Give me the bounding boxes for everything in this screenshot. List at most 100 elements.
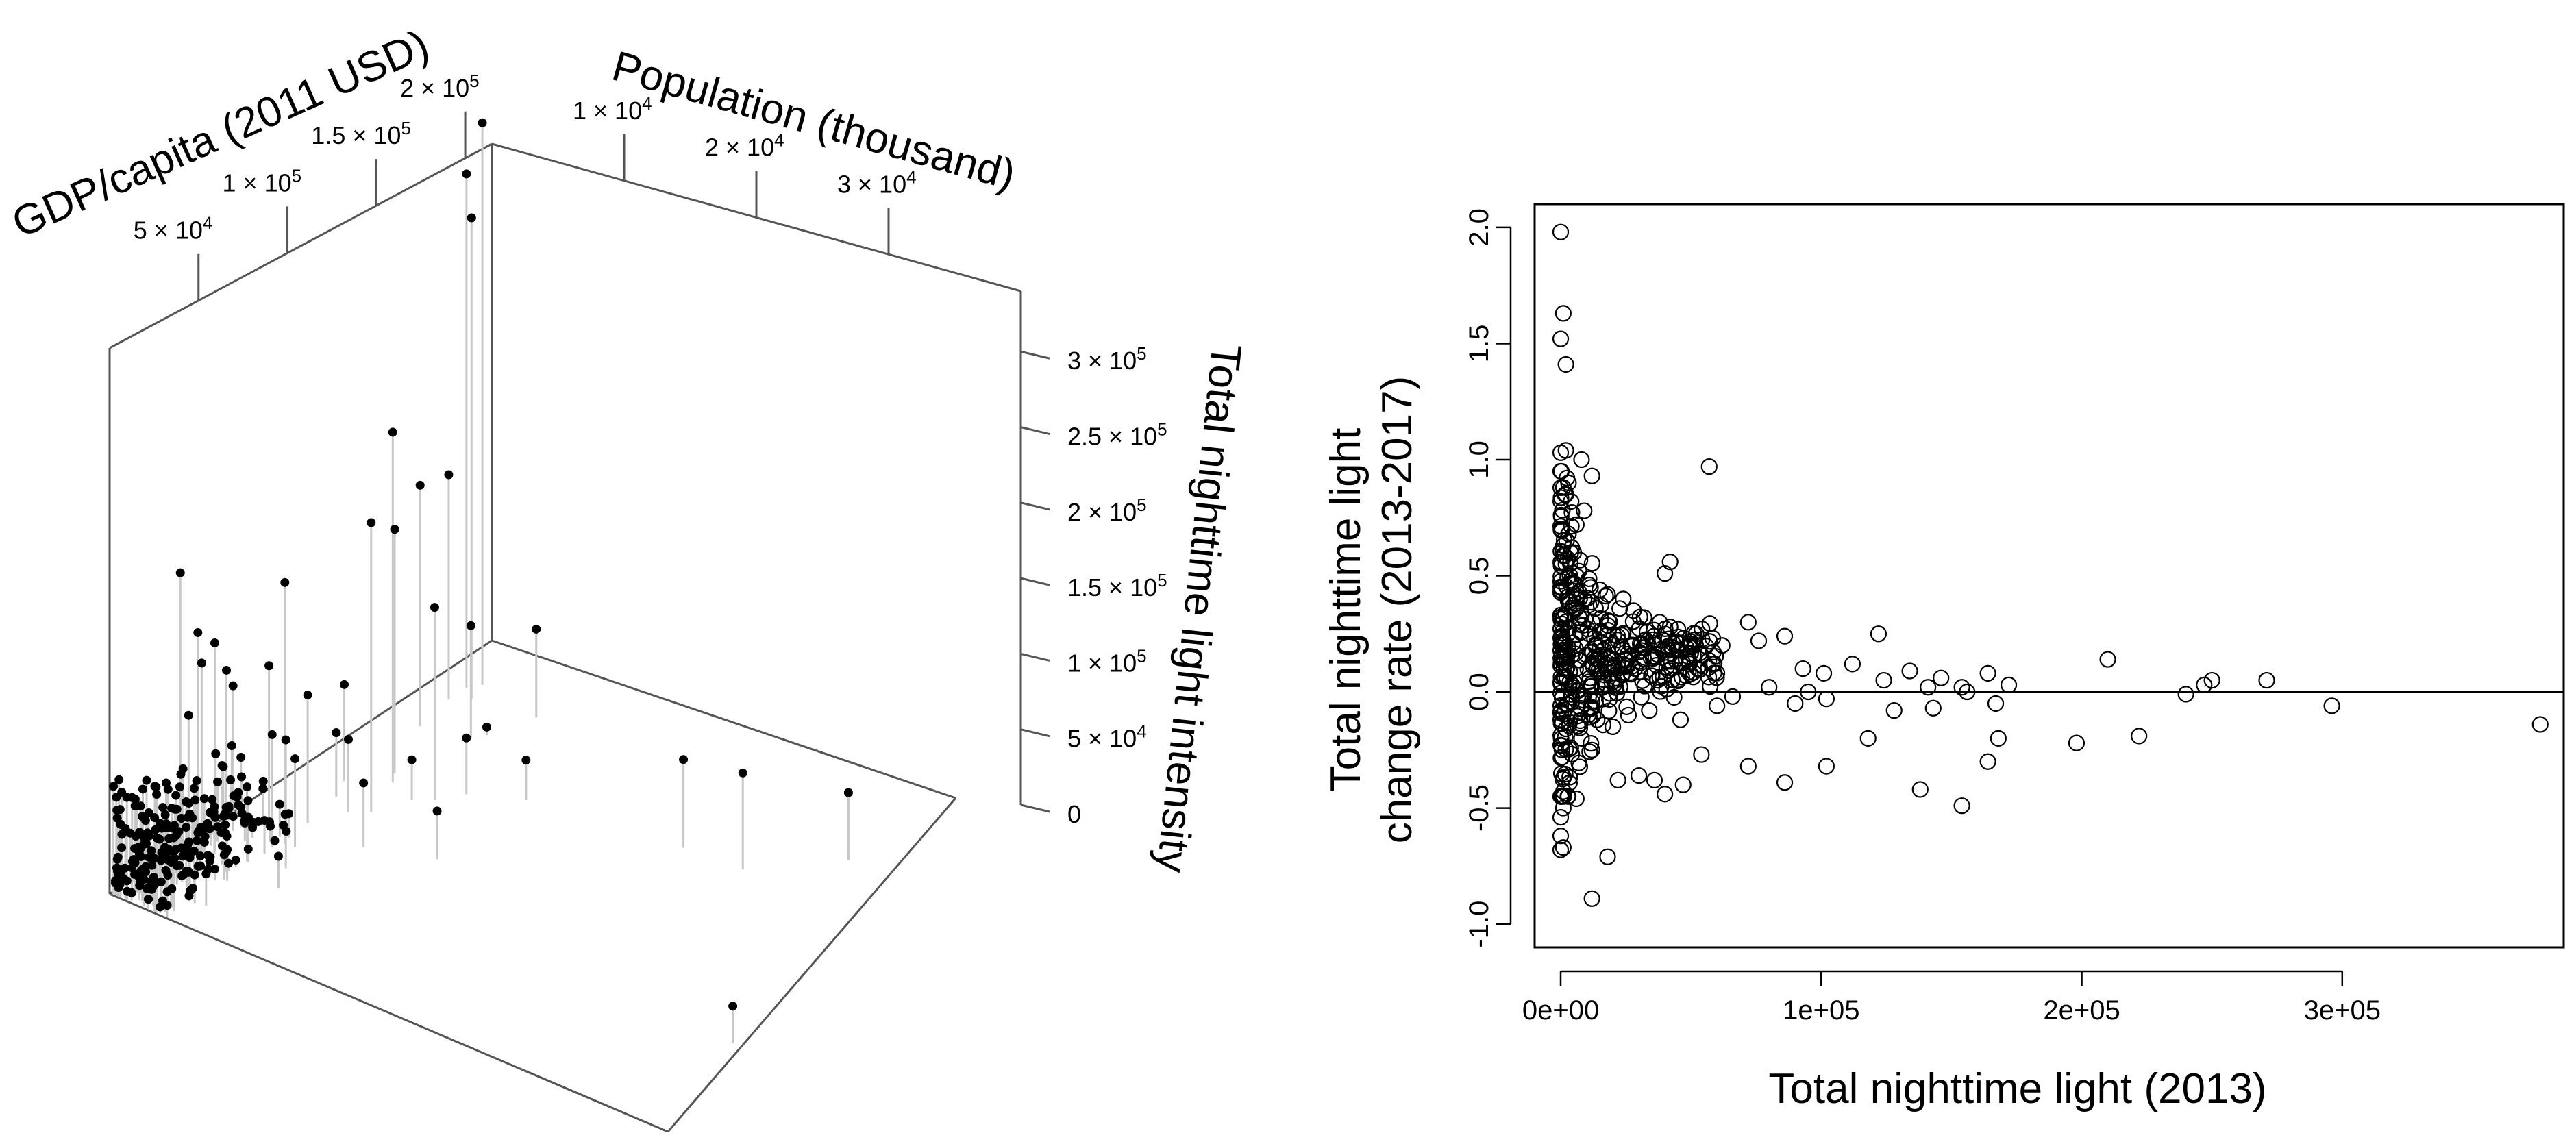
point-3d (407, 755, 417, 764)
point-3d (185, 853, 195, 862)
point-3d (123, 886, 132, 896)
point-2d (1665, 688, 1683, 706)
point-2d (1661, 554, 1679, 571)
point-3d (147, 860, 157, 870)
point-2d (2203, 671, 2220, 689)
point-3d (169, 821, 179, 830)
point-3d (264, 817, 274, 827)
point-3d (163, 871, 173, 880)
point-2d (1655, 668, 1672, 685)
point-3d (193, 861, 203, 871)
point-2d (1859, 730, 1877, 747)
point-3d (162, 887, 172, 897)
z-tick-label-3d: 1.5 × 105 (1067, 570, 1167, 601)
point-2d (1607, 679, 1624, 696)
point-2d (2196, 676, 2213, 693)
chart-2d: 0e+00 1e+05 2e+05 3e+05 -1.0 -0.5 0.0 0.5 1.0 1.5… (1322, 203, 2565, 1112)
point-3d (415, 480, 425, 490)
point-3d (192, 836, 201, 845)
z-tick-label-3d: 1 × 105 (1067, 645, 1147, 677)
point-2d (1724, 688, 1742, 705)
point-3d (138, 812, 147, 821)
point-3d (129, 855, 138, 865)
point-2d (1572, 551, 1589, 569)
point-2d (1663, 671, 1681, 688)
points-2d (1552, 223, 2549, 907)
point-3d (134, 842, 144, 851)
y-tick-label: -1.0 (1464, 901, 1494, 948)
point-3d (213, 777, 223, 786)
point-2d (1959, 683, 1976, 701)
x-tick-label-3d: 1 × 105 (223, 165, 302, 197)
point-3d (521, 756, 531, 765)
point-2d (1911, 781, 1929, 798)
x-tick-label: 2e+05 (2043, 995, 2120, 1025)
points-3d (109, 118, 853, 1011)
point-2d (1554, 543, 1572, 560)
point-2d (1552, 809, 1570, 826)
point-2d (2068, 734, 2085, 751)
point-3d (211, 749, 221, 758)
point-3d (234, 788, 243, 797)
point-2d (1615, 590, 1632, 608)
drop-lines-3d (112, 123, 850, 1043)
point-3d (120, 863, 129, 873)
point-2d (1563, 503, 1581, 521)
point-2d (1552, 554, 1570, 571)
point-3d (167, 804, 177, 813)
point-3d (282, 826, 291, 836)
point-3d (258, 784, 268, 793)
point-2d (1685, 625, 1702, 642)
z-tick-3d (1020, 426, 1050, 435)
point-3d (147, 846, 156, 856)
point-3d (184, 891, 194, 901)
point-2d (1655, 643, 1672, 660)
point-3d (192, 776, 201, 786)
point-3d (738, 768, 747, 778)
box-edge (109, 142, 493, 349)
point-2d (1674, 776, 1692, 793)
point-3d (237, 808, 247, 818)
point-3d (221, 828, 230, 838)
point-2d (1739, 614, 1757, 631)
box-edge (109, 893, 669, 1133)
point-2d (1670, 672, 1687, 690)
point-2d (1953, 679, 1970, 696)
y-axis-label-2d: Total nighttime light (1322, 428, 1370, 792)
y-tick-label: 1.5 (1464, 325, 1494, 363)
point-2d (1559, 788, 1577, 805)
point-3d (158, 803, 168, 812)
point-2d (1590, 660, 1608, 677)
point-2d (1562, 739, 1579, 756)
point-2d (1613, 627, 1631, 644)
point-2d (1583, 735, 1600, 752)
point-2d (1557, 356, 1574, 373)
point-2d (1672, 634, 1689, 651)
point-2d (1633, 688, 1650, 706)
point-3d (208, 795, 217, 804)
point-3d (203, 819, 212, 828)
point-3d (112, 863, 121, 873)
point-2d (1552, 223, 1570, 240)
point-3d (152, 833, 162, 843)
point-3d (270, 836, 280, 845)
point-3d (112, 813, 122, 823)
point-3d (144, 895, 153, 904)
point-2d (1681, 633, 1698, 650)
point-2d (1659, 638, 1676, 655)
point-3d (203, 865, 213, 874)
z-tick-label-3d: 2.5 × 105 (1067, 419, 1167, 451)
y-tick-label: 2.0 (1464, 208, 1494, 247)
point-2d (1563, 693, 1581, 710)
point-3d (359, 778, 369, 788)
point-2d (1693, 746, 1710, 763)
y-tick-label: 0.0 (1464, 673, 1494, 711)
point-2d (1794, 660, 1811, 677)
point-3d (273, 851, 283, 861)
y-tick-label-3d: 1 × 104 (573, 93, 652, 125)
point-3d (162, 901, 172, 910)
point-2d (1557, 720, 1574, 738)
point-2d (1583, 555, 1600, 572)
point-2d (1588, 650, 1605, 667)
